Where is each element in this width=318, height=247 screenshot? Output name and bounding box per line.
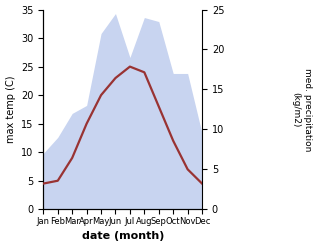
Y-axis label: med. precipitation
(kg/m2): med. precipitation (kg/m2) [291, 68, 313, 151]
Y-axis label: max temp (C): max temp (C) [5, 76, 16, 143]
X-axis label: date (month): date (month) [81, 231, 164, 242]
